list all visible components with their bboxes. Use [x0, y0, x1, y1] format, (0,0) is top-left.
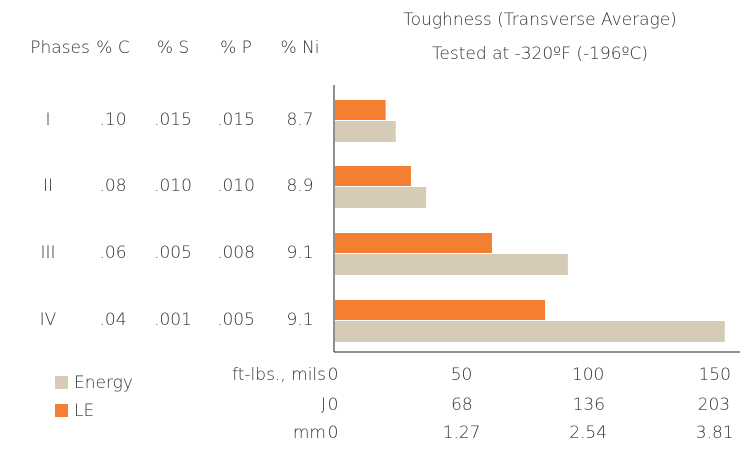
x-tick-label: 2.54 [569, 423, 607, 443]
axis-label: ft-lbs., mils [232, 365, 326, 385]
x-tick-label: 150 [698, 365, 730, 385]
bar [335, 166, 411, 186]
axis-label: mm [293, 423, 326, 443]
x-tick-label: 0 [328, 395, 339, 415]
x-tick-label: 136 [573, 395, 605, 415]
legend-label: Energy [74, 373, 133, 393]
chart-title: Toughness (Transverse Average) [403, 10, 677, 30]
table-cell: .005 [154, 243, 192, 263]
table-cell: .005 [217, 310, 255, 330]
bar [335, 187, 427, 208]
x-tick-label: 3.81 [696, 423, 734, 443]
table-cell: 9.1 [286, 310, 313, 330]
x-tick-label: 50 [451, 365, 473, 385]
table-cell: .10 [99, 110, 126, 130]
table-cell: 8.7 [286, 110, 313, 130]
column-header: Phases [30, 38, 90, 58]
x-tick-label: 1.27 [443, 423, 481, 443]
table-cell: .04 [99, 310, 126, 330]
legend-label: LE [74, 401, 94, 421]
phase-label: IV [40, 310, 57, 330]
bar [335, 100, 386, 120]
table-cell: .08 [99, 176, 126, 196]
legend-swatch [55, 376, 68, 389]
x-tick-label: 100 [572, 365, 604, 385]
bar [335, 254, 568, 275]
table-cell: 9.1 [286, 243, 313, 263]
chart-subtitle: Tested at -320ºF (-196ºC) [432, 44, 648, 64]
column-header: % P [220, 38, 252, 58]
bar [335, 300, 546, 320]
legend-swatch [55, 404, 68, 417]
phase-label: II [43, 176, 53, 196]
table-cell: .010 [217, 176, 255, 196]
column-header: % S [157, 38, 189, 58]
table-cell: .001 [154, 310, 192, 330]
bar [335, 321, 725, 342]
axis-label: J [321, 395, 326, 415]
column-header: % C [96, 38, 129, 58]
phase-label: I [45, 110, 50, 130]
column-header: % Ni [281, 38, 320, 58]
bar [335, 233, 492, 253]
table-cell: .06 [99, 243, 126, 263]
x-tick-label: 68 [451, 395, 473, 415]
table-cell: .010 [154, 176, 192, 196]
table-cell: 8.9 [286, 176, 313, 196]
x-tick-label: 0 [328, 423, 339, 443]
table-cell: .015 [217, 110, 255, 130]
phase-label: III [40, 243, 55, 263]
table-cell: .015 [154, 110, 192, 130]
bar [335, 121, 396, 142]
x-tick-label: 203 [698, 395, 730, 415]
x-tick-label: 0 [328, 365, 339, 385]
table-cell: .008 [217, 243, 255, 263]
